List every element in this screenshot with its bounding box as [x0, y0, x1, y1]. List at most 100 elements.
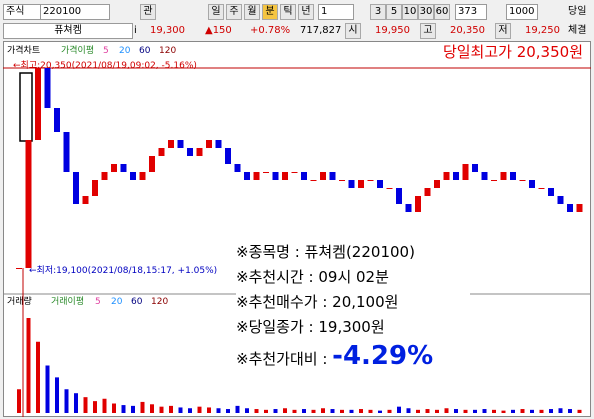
- candle: [576, 204, 583, 212]
- candle: [500, 172, 507, 180]
- fav-button[interactable]: 관: [140, 4, 156, 20]
- period-month[interactable]: 월: [244, 4, 260, 20]
- candle: [244, 172, 250, 180]
- interval-5[interactable]: 5: [386, 4, 402, 20]
- candle: [158, 148, 165, 156]
- volume-bar: [45, 365, 50, 413]
- volume-title: 거래량: [7, 295, 32, 307]
- candle: [44, 68, 51, 108]
- volume-bar: [311, 409, 316, 413]
- volume-bar: [558, 408, 563, 413]
- candle: [443, 172, 450, 180]
- candle: [130, 172, 136, 180]
- candle: [82, 196, 89, 204]
- period-tick[interactable]: 틱: [280, 4, 296, 20]
- volume-bar: [302, 409, 306, 413]
- ma-60: 60: [139, 46, 151, 56]
- info-button[interactable]: i: [134, 25, 137, 36]
- volume-bar: [83, 397, 88, 413]
- volume: 717,827: [300, 25, 342, 36]
- period-day[interactable]: 일: [208, 4, 224, 20]
- candle: [434, 180, 440, 188]
- candle: [538, 188, 545, 189]
- interval-60[interactable]: 60: [434, 4, 450, 20]
- period-minute[interactable]: 분: [262, 4, 278, 20]
- note-line: ※추천시간 : 09시 02분: [236, 268, 389, 286]
- candle: [16, 268, 22, 269]
- volume-bar: [197, 406, 202, 413]
- interval-30[interactable]: 30: [418, 4, 434, 20]
- candle: [367, 180, 374, 181]
- candle: [149, 156, 155, 172]
- candle: [320, 172, 326, 180]
- open: 19,950: [375, 25, 410, 36]
- volume-bar: [435, 409, 439, 413]
- candle: [196, 148, 203, 156]
- volume-bar: [140, 401, 145, 413]
- note-box: ※종목명 : 퓨쳐켐(220100) ※추천시간 : 09시 02분 ※추천매수…: [236, 240, 470, 385]
- count-input[interactable]: 373: [455, 4, 487, 20]
- volume-bar: [64, 389, 69, 413]
- volume-bar: [254, 409, 259, 413]
- volume-bar: [273, 409, 278, 413]
- candle: [453, 172, 459, 180]
- candle: [101, 172, 108, 180]
- max-count[interactable]: 1000: [506, 4, 538, 20]
- volume-bar: [169, 405, 173, 413]
- volume-bar: [131, 405, 135, 413]
- price-ma-title: 가격이평: [61, 44, 94, 56]
- candle: [529, 180, 535, 188]
- change-pct: +0.78%: [250, 25, 291, 36]
- period-year[interactable]: 년: [298, 4, 314, 20]
- volume-bar: [121, 405, 126, 413]
- ma-120: 120: [159, 46, 176, 56]
- candle: [282, 172, 288, 180]
- volume-bar: [207, 407, 211, 413]
- period-week[interactable]: 주: [226, 4, 242, 20]
- volume-bar: [473, 409, 477, 413]
- note-line: ※당일종가 : 19,300원: [236, 318, 385, 336]
- candle: [168, 140, 174, 148]
- note-line: ※종목명 : 퓨쳐켐(220100): [236, 243, 415, 261]
- volume-bar: [359, 409, 363, 413]
- volume-bar: [283, 408, 287, 413]
- interval-select[interactable]: 1: [318, 4, 354, 20]
- market-select[interactable]: 주식: [3, 4, 41, 20]
- candle: [462, 164, 469, 180]
- volume-ma-title: 거래이평: [51, 296, 84, 307]
- volume-bar: [17, 389, 21, 413]
- candle: [120, 164, 127, 172]
- candle: [301, 172, 307, 180]
- vma-60: 60: [131, 297, 143, 307]
- volume-bar: [482, 409, 487, 413]
- vma-5: 5: [95, 297, 101, 307]
- candle: [73, 172, 79, 204]
- interval-3[interactable]: 3: [370, 4, 386, 20]
- candle: [215, 140, 222, 148]
- high: 20,350: [450, 25, 485, 36]
- candle: [424, 188, 431, 196]
- today-check[interactable]: 당일: [568, 6, 587, 17]
- price-title: 가격차트: [7, 44, 40, 56]
- note-line: ※추천매수가 : 20,100원: [236, 293, 399, 311]
- code-input[interactable]: 220100: [40, 4, 110, 20]
- volume-bar: [454, 409, 458, 413]
- volume-bar: [102, 398, 107, 413]
- candle: [272, 172, 279, 180]
- high-note: 당일최고가 20,350원: [443, 43, 583, 61]
- candle: [54, 108, 60, 132]
- volume-bar: [340, 409, 344, 413]
- candle: [491, 180, 497, 181]
- volume-bar: [549, 409, 553, 413]
- volume-bar: [216, 408, 221, 413]
- volume-bar: [416, 409, 420, 413]
- interval-10[interactable]: 10: [402, 4, 418, 20]
- trades-tab[interactable]: 체결: [568, 25, 587, 36]
- volume-bar: [26, 318, 31, 413]
- change: ▲150: [205, 25, 232, 36]
- result-label: ※추천가대비 :: [236, 350, 328, 368]
- candle: [263, 172, 269, 173]
- volume-bar: [368, 409, 373, 413]
- candle: [35, 68, 41, 140]
